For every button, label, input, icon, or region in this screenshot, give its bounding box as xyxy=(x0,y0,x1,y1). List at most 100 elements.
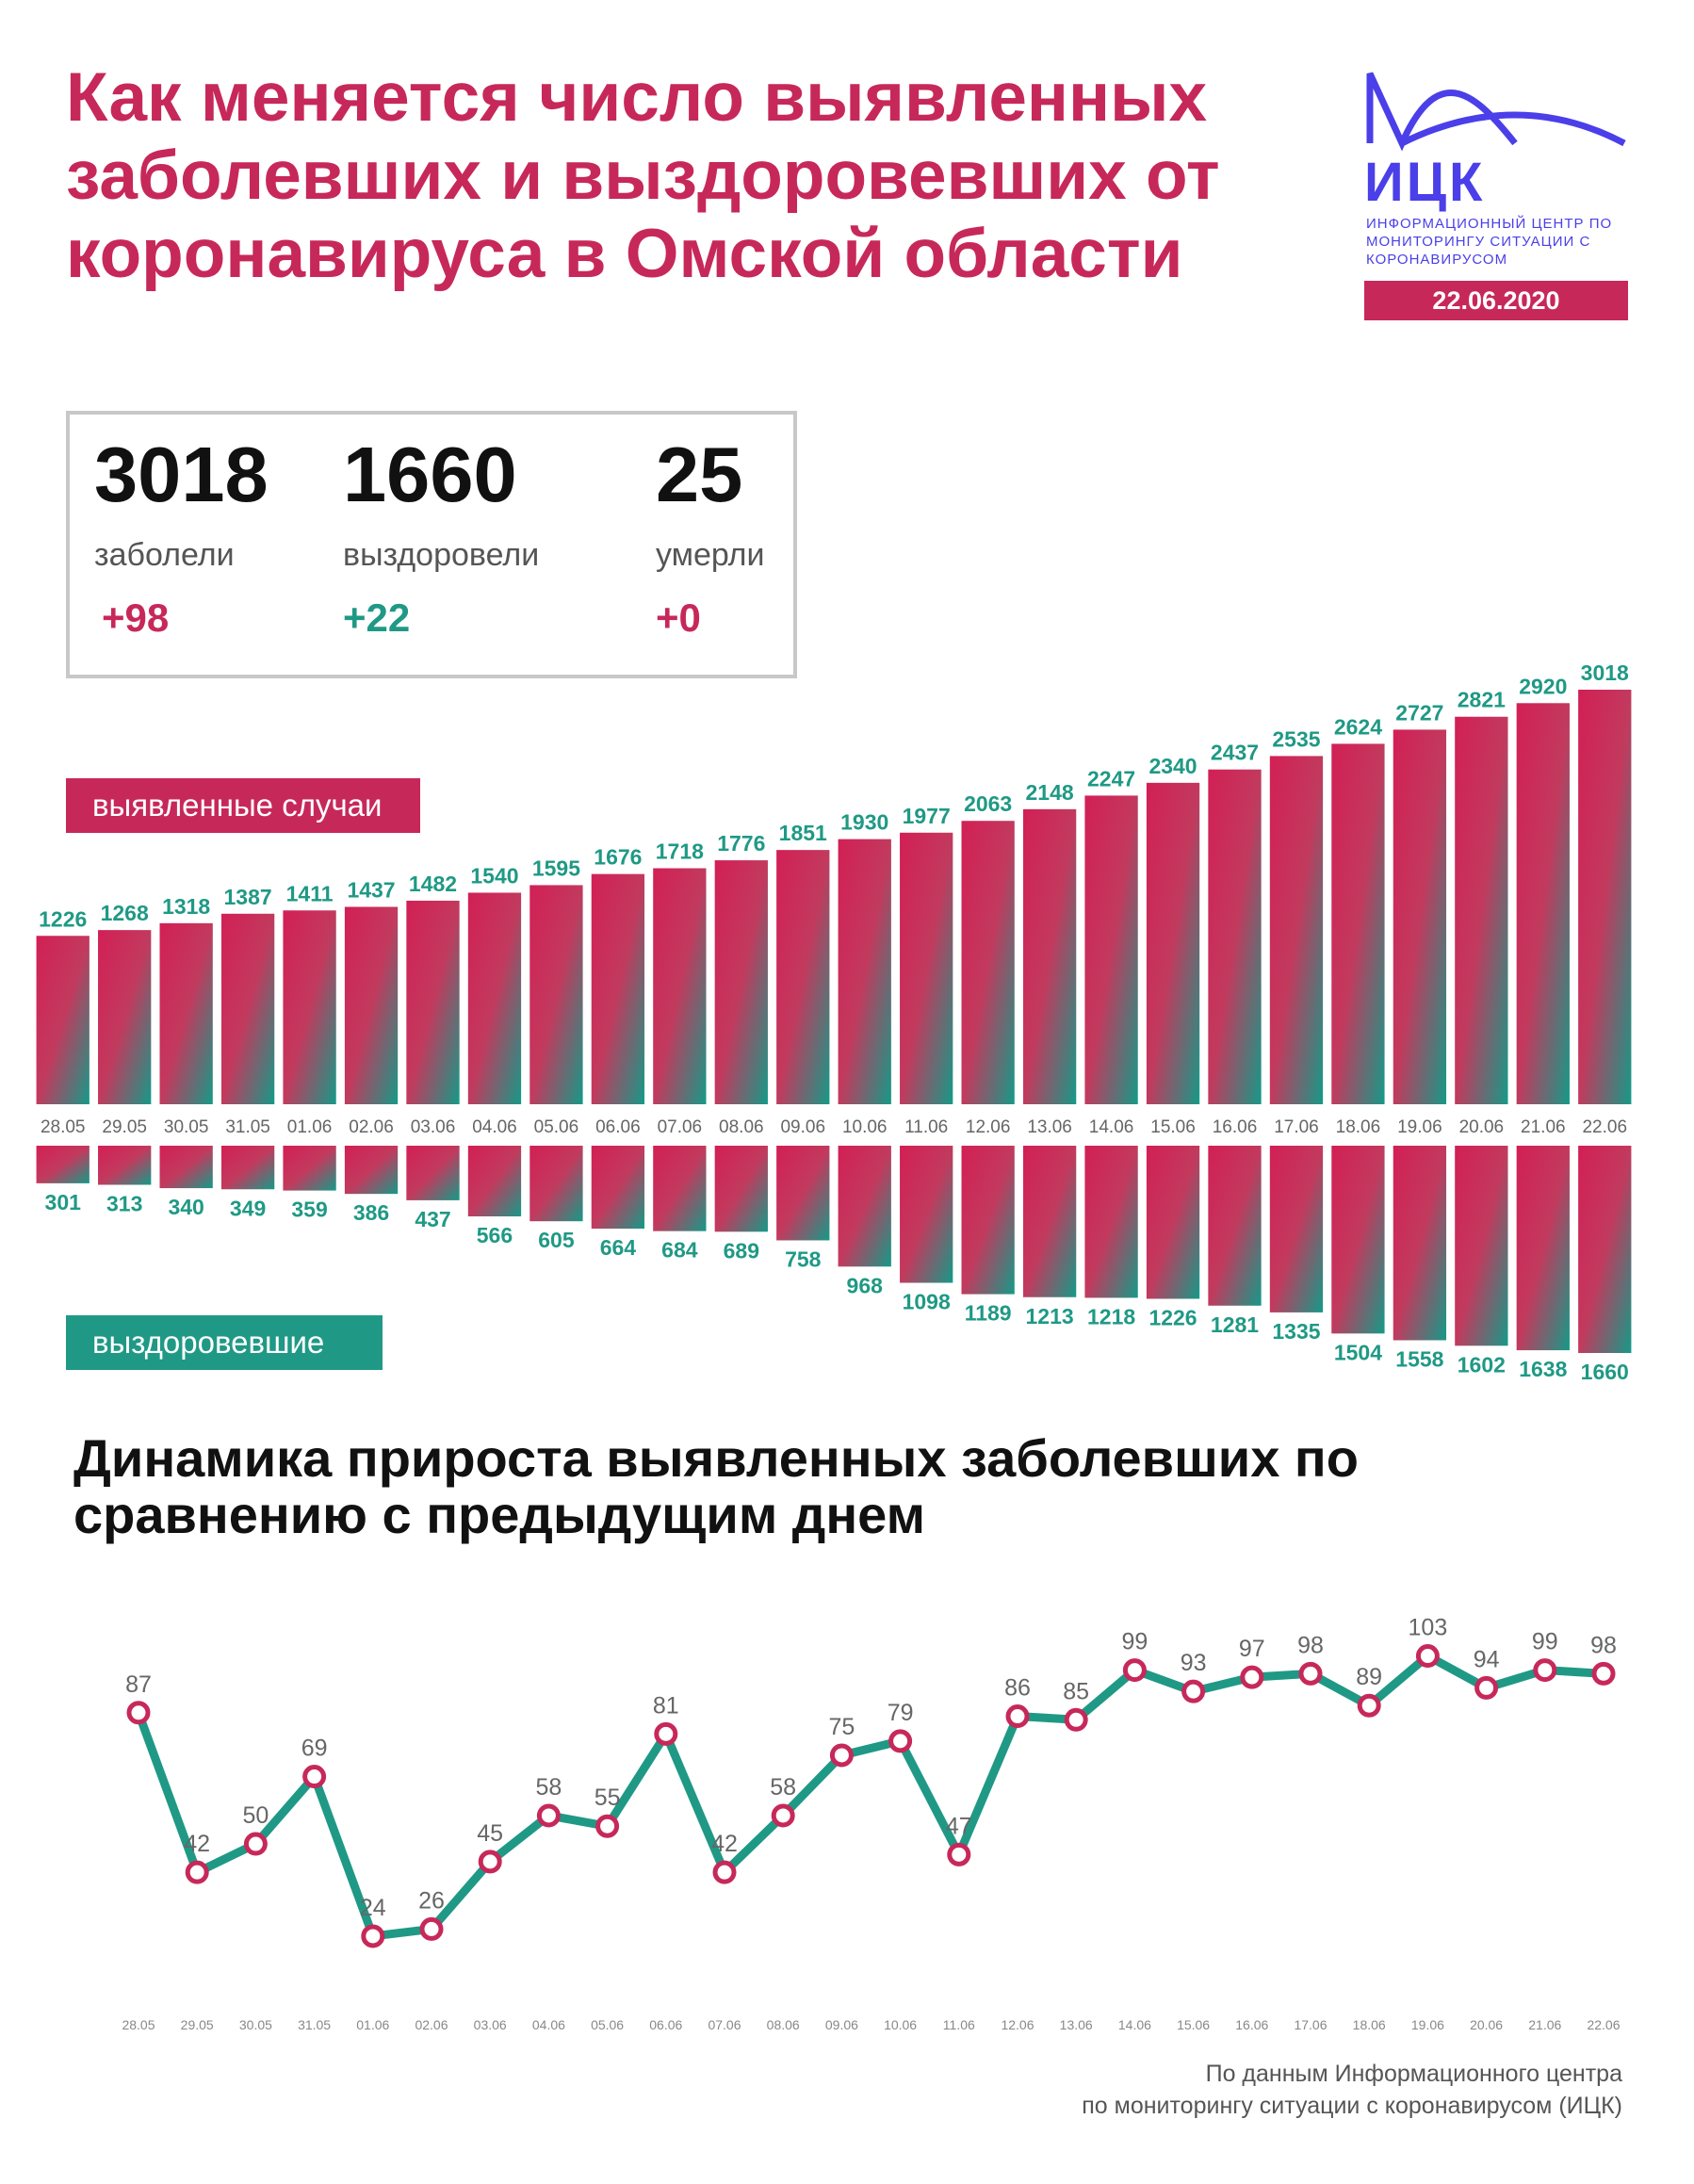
line-x-label: 30.05 xyxy=(239,2017,272,2032)
bar-recovered xyxy=(900,1146,953,1283)
bar-category-label: 06.06 xyxy=(595,1117,641,1137)
bar-category-label: 31.05 xyxy=(225,1117,270,1137)
bar-recovered xyxy=(1022,1146,1077,1297)
bar-label-recovered: 968 xyxy=(847,1273,884,1297)
bar-category-label: 10.06 xyxy=(842,1117,888,1137)
bar-recovered xyxy=(406,1146,460,1200)
bar-label-cases: 1411 xyxy=(286,881,334,905)
bar-label-recovered: 340 xyxy=(168,1195,204,1219)
logo-wave-icon xyxy=(1366,72,1626,152)
bar-label-recovered: 664 xyxy=(600,1235,637,1260)
bar-category-label: 30.05 xyxy=(164,1117,209,1137)
bar-category-label: 16.06 xyxy=(1213,1117,1258,1137)
line-x-label: 11.06 xyxy=(943,2017,975,2032)
bar-recovered xyxy=(591,1146,645,1229)
line-point-label: 85 xyxy=(1063,1678,1089,1704)
line-point xyxy=(712,1860,737,1884)
bar-recovered xyxy=(653,1146,707,1231)
line-x-label: 12.06 xyxy=(1001,2017,1034,2032)
bar-cases xyxy=(1022,808,1077,1104)
line-x-label: 29.05 xyxy=(181,2017,214,2032)
line-x-label: 18.06 xyxy=(1353,2017,1386,2032)
line-point-label: 99 xyxy=(1532,1629,1558,1655)
bar-label-recovered: 1638 xyxy=(1519,1357,1567,1381)
bar-category-label: 05.06 xyxy=(534,1117,579,1137)
bar-cases xyxy=(1516,703,1570,1104)
line-x-label: 17.06 xyxy=(1294,2017,1327,2032)
bar-cases xyxy=(1269,756,1324,1104)
bar-cases xyxy=(1455,716,1508,1104)
bar-label-cases: 2624 xyxy=(1334,714,1382,739)
bar-label-cases: 2437 xyxy=(1211,741,1259,765)
bar-recovered xyxy=(467,1146,522,1217)
line-point xyxy=(1122,1658,1147,1683)
line-point-label: 86 xyxy=(1004,1675,1031,1702)
stat-label: выздоровели xyxy=(343,537,540,573)
bar-category-label: 08.06 xyxy=(719,1117,764,1137)
bar-label-recovered: 1660 xyxy=(1581,1360,1629,1384)
line-point xyxy=(478,1850,502,1874)
bar-recovered xyxy=(1393,1146,1447,1341)
line-x-label: 21.06 xyxy=(1528,2017,1561,2032)
line-x-label: 15.06 xyxy=(1177,2017,1210,2032)
bar-label-cases: 2727 xyxy=(1395,700,1443,725)
line-x-label: 10.06 xyxy=(884,2017,917,2032)
bar-label-cases: 1318 xyxy=(162,894,210,919)
bar-label-recovered: 566 xyxy=(477,1223,513,1247)
line-point xyxy=(185,1860,209,1884)
bar-recovered xyxy=(961,1146,1015,1295)
bar-label-recovered: 1218 xyxy=(1087,1304,1135,1328)
stat-delta: +22 xyxy=(343,595,411,640)
bar-label-cases: 1595 xyxy=(532,856,580,880)
bar-label-cases: 1930 xyxy=(840,810,888,835)
bar-category-label: 04.06 xyxy=(472,1117,517,1137)
line-point xyxy=(947,1842,971,1866)
bar-label-cases: 1387 xyxy=(224,885,272,909)
line-point xyxy=(771,1803,795,1828)
line-point xyxy=(829,1743,854,1768)
bar-label-cases: 2148 xyxy=(1026,780,1074,805)
bar-label-recovered: 1335 xyxy=(1272,1319,1320,1344)
bar-label-cases: 2340 xyxy=(1148,754,1197,778)
bar-cases xyxy=(1393,729,1447,1104)
bar-label-cases: 3018 xyxy=(1581,660,1629,685)
line-series xyxy=(134,1652,1604,1941)
bar-cases xyxy=(1208,769,1262,1104)
line-point-label: 98 xyxy=(1590,1632,1617,1658)
line-x-label: 03.06 xyxy=(474,2017,507,2032)
bar-category-label: 07.06 xyxy=(658,1117,703,1137)
bar-category-label: 22.06 xyxy=(1582,1117,1627,1137)
bar-category-label: 15.06 xyxy=(1150,1117,1196,1137)
line-x-label: 16.06 xyxy=(1235,2017,1268,2032)
bar-cases xyxy=(776,850,830,1104)
line-x-label: 31.05 xyxy=(298,2017,331,2032)
line-x-label: 28.05 xyxy=(122,2017,155,2032)
line-point xyxy=(1005,1704,1030,1729)
bar-label-cases: 1226 xyxy=(39,906,87,931)
line-x-label: 07.06 xyxy=(708,2017,741,2032)
line-x-label: 01.06 xyxy=(356,2017,389,2032)
bar-category-label: 09.06 xyxy=(780,1117,825,1137)
bar-cases xyxy=(220,913,275,1104)
bar-label-cases: 2920 xyxy=(1519,674,1567,698)
stat-value: 25 xyxy=(656,431,743,518)
line-x-label: 20.06 xyxy=(1470,2017,1503,2032)
line-x-label: 13.06 xyxy=(1060,2017,1093,2032)
bar-recovered xyxy=(36,1146,90,1183)
bar-label-cases: 2063 xyxy=(964,791,1012,816)
bar-category-label: 28.05 xyxy=(41,1117,86,1137)
line-x-label: 14.06 xyxy=(1118,2017,1151,2032)
bar-recovered xyxy=(220,1146,275,1190)
line-point-label: 58 xyxy=(535,1774,562,1801)
bar-label-recovered: 313 xyxy=(106,1191,142,1215)
line-chart-title: Динамика прироста выявленных заболевших … xyxy=(73,1428,1359,1544)
bar-category-label: 14.06 xyxy=(1089,1117,1134,1137)
line-point-label: 42 xyxy=(184,1831,210,1857)
line-point xyxy=(536,1803,561,1828)
line-point xyxy=(302,1765,327,1789)
bar-cases xyxy=(591,873,645,1104)
bar-recovered xyxy=(283,1146,336,1191)
bar-label-recovered: 1281 xyxy=(1211,1312,1259,1337)
stat-delta: +98 xyxy=(102,595,170,640)
logo-name: ИЦК xyxy=(1364,152,1486,213)
